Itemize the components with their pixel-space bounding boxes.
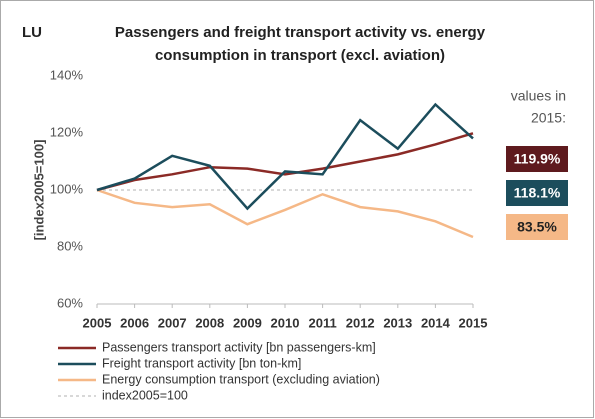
x-tick-label: 2010 bbox=[271, 315, 300, 330]
y-axis-label: [index2005=100] bbox=[31, 140, 46, 241]
note: 2015: bbox=[531, 110, 566, 126]
value-box bbox=[506, 180, 568, 206]
value-label: 83.5% bbox=[517, 219, 557, 235]
note: values in bbox=[511, 88, 566, 104]
y-tick-label: 60% bbox=[57, 295, 83, 310]
x-tick-label: 2009 bbox=[233, 315, 262, 330]
value-label: 119.9% bbox=[514, 151, 561, 167]
legend-label: index2005=100 bbox=[102, 388, 188, 402]
x-tick-label: 2011 bbox=[308, 315, 336, 330]
value-label: 118.1% bbox=[514, 185, 561, 201]
series-line bbox=[96, 188, 474, 239]
series-line bbox=[96, 102, 474, 211]
x-tick-label: 2013 bbox=[383, 315, 412, 330]
y-tick-label: 80% bbox=[57, 238, 83, 253]
x-tick-label: 2012 bbox=[346, 315, 375, 330]
legend-label: Energy consumption transport (excluding … bbox=[102, 372, 380, 386]
y-tick-label: 120% bbox=[50, 124, 84, 139]
chart-title: Passengers and freight transport activit… bbox=[115, 24, 486, 41]
legend-label: Passengers transport activity [bn passen… bbox=[102, 340, 376, 354]
x-tick-label: 2007 bbox=[158, 315, 187, 330]
chart-title: consumption in transport (excl. aviation… bbox=[155, 47, 445, 64]
x-tick-label: 2014 bbox=[421, 315, 451, 330]
x-tick-label: 2006 bbox=[120, 315, 149, 330]
value-box bbox=[506, 146, 568, 172]
value-box bbox=[506, 214, 568, 240]
x-tick-label: 2015 bbox=[459, 315, 488, 330]
legend-label: Freight transport activity [bn ton-km] bbox=[102, 356, 301, 370]
y-tick-label: 140% bbox=[50, 67, 84, 82]
x-tick-label: 2005 bbox=[83, 315, 112, 330]
x-tick-label: 2008 bbox=[195, 315, 224, 330]
y-tick-label: 100% bbox=[50, 181, 84, 196]
country-label: LU bbox=[22, 24, 42, 41]
series-line bbox=[96, 132, 474, 192]
